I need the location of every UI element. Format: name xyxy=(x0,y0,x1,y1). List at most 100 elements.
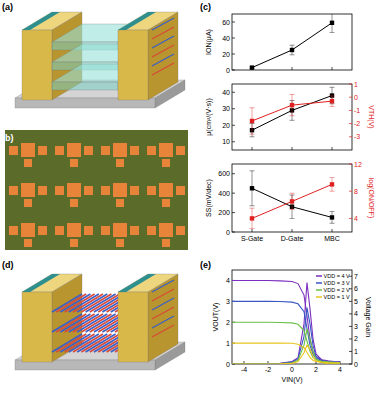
figure: (a)(b)(d)0204060ION(μA)(c)10203040-3-2-1… xyxy=(0,0,389,395)
contact-strip xyxy=(22,274,60,292)
y2-tick xyxy=(349,84,352,85)
y2-tick xyxy=(349,164,352,165)
pad xyxy=(70,199,78,207)
pad xyxy=(84,186,93,195)
y-tick-label: 3 xyxy=(226,298,230,305)
pad xyxy=(24,239,32,247)
y-tick xyxy=(232,212,235,213)
pad xyxy=(176,226,185,235)
y2-tick-label: 5 xyxy=(354,298,358,305)
contact-strip xyxy=(118,12,156,30)
y2-tick-label: 1 xyxy=(354,81,358,88)
pad xyxy=(67,223,81,237)
y2-tick-label: 4 xyxy=(354,310,358,317)
legend: VDD = 4 VVDD = 3 VVDD = 2 VVDD = 1 V xyxy=(316,273,350,300)
y-tick xyxy=(232,108,235,109)
y2-tick-label: 6 xyxy=(354,285,358,292)
y-tick-label: 200 xyxy=(218,209,230,216)
y2-tick-label: -2 xyxy=(354,120,360,127)
error-cap xyxy=(290,115,295,116)
error-cap xyxy=(250,208,255,209)
pad xyxy=(130,226,139,235)
x-tick xyxy=(332,229,333,232)
data-group xyxy=(250,171,335,229)
gain-line xyxy=(232,308,340,364)
marker xyxy=(330,21,334,25)
pad xyxy=(101,186,110,195)
x-tick xyxy=(252,229,253,232)
error-cap xyxy=(330,106,335,107)
y2-tick-label: 0 xyxy=(354,94,358,101)
micrograph xyxy=(5,130,188,250)
vout-line xyxy=(232,322,340,362)
pad xyxy=(9,186,18,195)
error-cap xyxy=(330,95,335,96)
panel-label: (c) xyxy=(200,2,211,12)
y-axis-label: ION(μA) xyxy=(205,29,213,55)
pad xyxy=(84,146,93,155)
pad xyxy=(101,226,110,235)
x-tick xyxy=(252,147,253,150)
y2-tick xyxy=(349,338,352,339)
pad xyxy=(130,146,139,155)
pad xyxy=(38,226,47,235)
error-cap xyxy=(250,228,255,229)
error-cap xyxy=(330,211,335,212)
marker xyxy=(290,103,294,107)
pad xyxy=(21,183,35,197)
pad xyxy=(70,239,78,247)
y2-tick xyxy=(349,110,352,111)
pad xyxy=(24,159,32,167)
y2-tick xyxy=(349,326,352,327)
y-tick-label: 600 xyxy=(218,170,230,177)
error-cap xyxy=(290,209,295,210)
y-tick-label: 60 xyxy=(222,19,230,26)
block-front xyxy=(118,292,148,362)
y-tick xyxy=(232,141,235,142)
nanosheet-device-schematic xyxy=(15,12,185,108)
series-line xyxy=(252,184,332,218)
error-cap xyxy=(250,136,255,137)
y2-tick xyxy=(349,123,352,124)
block-front xyxy=(22,292,52,362)
pad xyxy=(67,183,81,197)
error-cap xyxy=(330,223,335,224)
x-tick-label: 4 xyxy=(338,366,342,373)
block-front xyxy=(22,30,52,100)
plot-frame xyxy=(232,164,352,232)
y-tick-label: 20 xyxy=(222,122,230,129)
y-tick xyxy=(232,38,235,39)
error-cap xyxy=(290,54,295,55)
y-tick-label: 0 xyxy=(226,361,230,368)
y-tick xyxy=(232,173,235,174)
panel-label: (e) xyxy=(200,260,211,270)
y2-tick-label: 1 xyxy=(354,348,358,355)
pad xyxy=(21,143,35,157)
panel-label: (b) xyxy=(2,133,14,143)
y-axis-label: VOUT(V) xyxy=(212,303,220,332)
y2-tick xyxy=(349,136,352,137)
error-cap xyxy=(330,87,335,88)
x-tick xyxy=(292,147,293,150)
y-tick xyxy=(232,193,235,194)
plot-frame xyxy=(232,270,352,364)
block-front xyxy=(52,82,118,90)
y2-tick-label: 7 xyxy=(354,273,358,280)
y2-tick xyxy=(349,364,352,365)
pad xyxy=(116,159,124,167)
y-tick-label: 0 xyxy=(226,67,230,74)
micrograph-bg xyxy=(5,130,188,250)
block-side xyxy=(148,274,178,362)
legend-label: VDD = 2 V xyxy=(324,287,350,293)
line-chart: -4-20240123401234567VOUT(V)Voltage GainV… xyxy=(212,270,372,384)
x-axis-label: VIN(V) xyxy=(282,376,303,384)
marker xyxy=(290,199,294,203)
series-line xyxy=(252,96,332,131)
pad xyxy=(24,199,32,207)
gain-line xyxy=(232,345,340,364)
y2-tick xyxy=(349,313,352,314)
error-cap xyxy=(250,205,255,206)
x-tick-label: MBC xyxy=(324,235,340,242)
pad xyxy=(116,239,124,247)
x-tick xyxy=(332,67,333,70)
